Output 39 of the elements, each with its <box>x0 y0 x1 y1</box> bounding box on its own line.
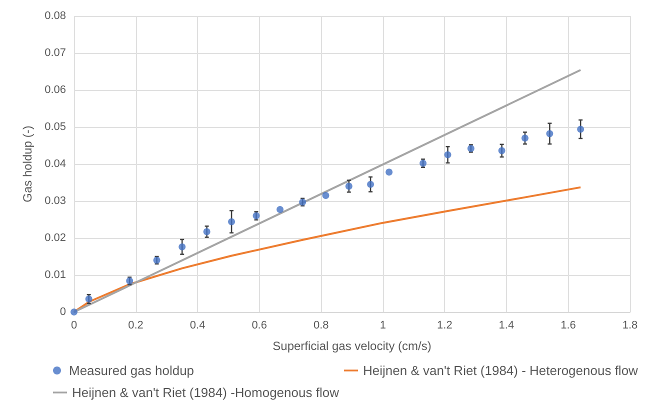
x-tick-label: 0.6 <box>252 320 267 332</box>
x-tick-label: 1.4 <box>498 320 514 332</box>
point <box>521 134 528 142</box>
point <box>228 218 236 226</box>
y-tick-label: 0.06 <box>44 84 66 96</box>
x-tick-label: 1.6 <box>560 320 576 332</box>
point <box>345 182 352 190</box>
point <box>203 228 210 236</box>
y-tick-label: 0.01 <box>44 269 66 281</box>
point <box>178 243 186 250</box>
y-tick-label: 0 <box>60 306 66 318</box>
x-tick-label: 0.4 <box>190 320 206 332</box>
point <box>386 168 393 176</box>
x-tick-label: 1 <box>380 320 386 332</box>
point <box>546 130 554 138</box>
point <box>577 126 584 133</box>
legend-label: Measured gas holdup <box>69 363 194 378</box>
y-tick-label: 0.04 <box>44 158 66 170</box>
x-axis-title: Superficial gas velocity (cm/s) <box>272 339 432 353</box>
point <box>444 151 452 158</box>
y-axis-title: Gas holdup (-) <box>20 126 35 202</box>
legend-label: Heijnen & van't Riet (1984) -Homogenous flow <box>72 385 340 400</box>
x-tick-label: 1.8 <box>622 320 638 332</box>
point <box>85 296 92 303</box>
y-tick-label: 0.08 <box>44 10 66 22</box>
y-tick-label: 0.07 <box>44 47 66 59</box>
point <box>367 180 374 188</box>
y-tick-label: 0.02 <box>44 232 66 244</box>
x-tick-label: 0.8 <box>313 320 329 332</box>
point <box>276 206 284 214</box>
point <box>498 147 506 154</box>
y-tick-label: 0.03 <box>44 195 66 207</box>
legend-label: Heijnen & van't Riet (1984) - Heterogenous flow <box>363 363 639 378</box>
point <box>70 308 78 316</box>
x-tick-label: 1.2 <box>437 320 452 332</box>
point <box>322 192 330 199</box>
x-tick-label: 0.2 <box>128 320 144 332</box>
x-tick-label: 0 <box>70 320 78 332</box>
y-tick-label: 0.05 <box>44 121 66 133</box>
